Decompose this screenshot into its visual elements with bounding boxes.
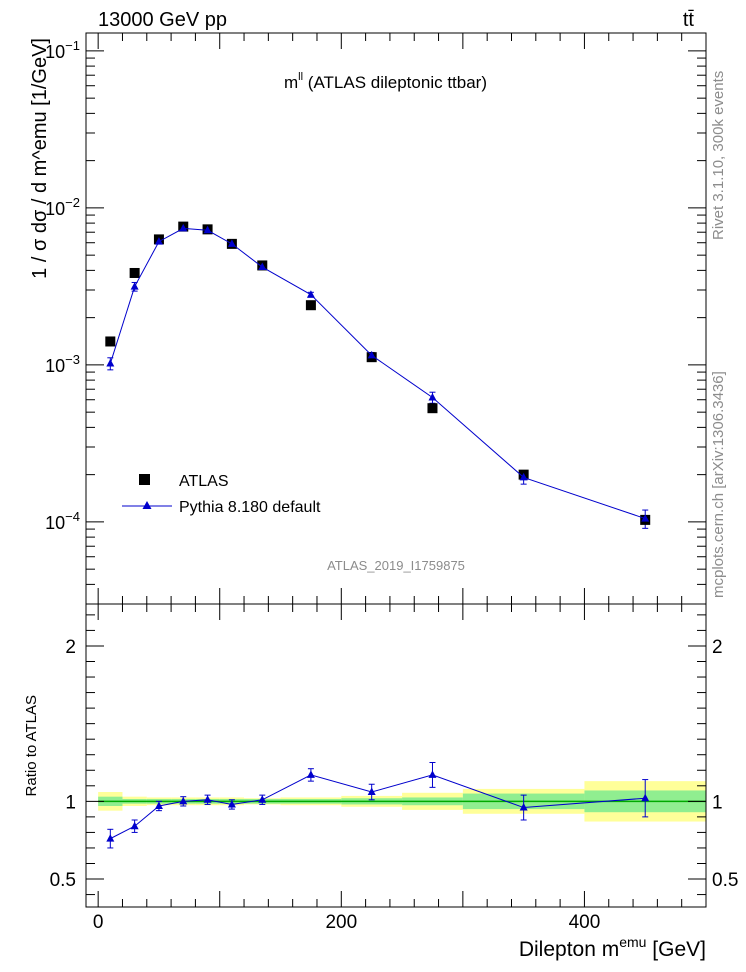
main-y-tick-label: 10−2 <box>45 195 80 219</box>
ratio-pythia-point <box>641 793 650 802</box>
ratio-y-tick-label-left: 0.5 <box>50 870 76 891</box>
legend-pythia-label: Pythia 8.180 default <box>179 499 321 516</box>
header-collision-label: 13000 GeV pp <box>98 9 227 31</box>
pythia-point <box>203 225 212 234</box>
legend-atlas-marker <box>139 474 150 485</box>
main-y-tick-label: 10−4 <box>45 509 80 533</box>
main-frame <box>85 32 707 605</box>
ratio-pythia-point <box>258 795 267 803</box>
ratio-pythia-point <box>203 795 212 803</box>
ratio-pythia-line <box>110 774 646 840</box>
main-axis-ticks <box>86 33 707 605</box>
x-tick-label: 0 <box>93 912 104 933</box>
pythia-point <box>106 359 115 367</box>
header-process-label: tt̄ <box>683 9 695 31</box>
ratio-y-tick-label-left: 1 <box>65 792 76 813</box>
main-panel: 10−4 10−3 10−2 10−1 1 / σ dσ / d m^emu [1/G… <box>29 32 707 605</box>
pythia-point <box>227 239 236 247</box>
ratio-y-axis-label: Ratio to ATLAS <box>23 695 40 796</box>
atlas-data-point <box>129 267 140 278</box>
ratio-pythia-point <box>130 821 139 830</box>
ratio-series-layer <box>106 761 650 849</box>
ratio-pythia-point <box>154 801 163 809</box>
side-rivet-text: Rivet 3.1.10, 300k events <box>710 71 727 240</box>
x-tick-label: 400 <box>569 912 601 933</box>
analysis-id-label: ATLAS_2019_I1759875 <box>327 558 465 573</box>
ratio-pythia-point <box>106 834 115 842</box>
main-y-axis-label: 1 / σ dσ / d m^emu [1/GeV] <box>29 38 51 279</box>
ratio-y-tick-label-right: 1 <box>712 792 723 813</box>
ratio-y-tick-label-right: 0.5 <box>712 870 738 891</box>
ratio-pythia-point <box>306 770 315 778</box>
plot-title-rest: (ATLAS dileptonic ttbar) <box>303 73 487 92</box>
plot-title-main: m <box>284 73 298 92</box>
atlas-data-point <box>427 403 438 414</box>
x-axis-label-sup: emu <box>619 934 646 950</box>
atlas-data-point <box>305 300 316 311</box>
x-axis-label: Dilepton memu [GeV] <box>519 934 706 961</box>
legend-pythia-marker <box>142 501 152 509</box>
ratio-tick-labels: 0.5 0.5 1 1 2 2 0 200 400 <box>50 637 739 933</box>
pythia-point <box>130 282 139 290</box>
ratio-axis-ticks <box>86 604 707 907</box>
ratio-pythia-point <box>179 796 188 805</box>
pythia-point <box>428 392 437 401</box>
x-tick-label: 200 <box>325 912 357 933</box>
ratio-y-tick-label-right: 2 <box>712 637 723 658</box>
ratio-y-tick-label-left: 2 <box>65 637 76 658</box>
main-y-tick-label: 10−3 <box>45 352 80 376</box>
atlas-data-point <box>105 336 116 347</box>
legend: ATLAS Pythia 8.180 default <box>122 473 321 516</box>
pythia-point <box>306 290 315 298</box>
pythia-point <box>179 223 188 232</box>
pythia-point <box>519 472 528 481</box>
pythia-point <box>154 237 163 245</box>
ratio-pythia-point <box>367 787 376 796</box>
main-series-layer <box>105 221 651 529</box>
ratio-frame <box>85 603 707 908</box>
ratio-pythia-point <box>428 770 437 778</box>
main-y-tick-label: 10−1 <box>45 38 80 62</box>
ratio-pythia-point <box>227 799 236 808</box>
plot-title: mll (ATLAS dileptonic ttbar) <box>284 71 487 92</box>
pythia-line <box>109 227 646 520</box>
pythia-point <box>641 514 650 522</box>
main-y-tick-labels: 10−4 10−3 10−2 10−1 <box>45 38 80 533</box>
pythia-point <box>367 350 376 359</box>
side-mcplots-text: mcplots.cern.ch [arXiv:1306.3436] <box>710 371 727 598</box>
ratio-panel: 0.5 0.5 1 1 2 2 0 200 400 Ratio to ATLAS Dilepto… <box>23 603 739 961</box>
pythia-point <box>258 262 267 271</box>
ratio-pythia-point <box>519 803 528 811</box>
x-axis-label-unit: [GeV] <box>646 938 706 961</box>
x-axis-label-main: Dilepton m <box>519 938 619 961</box>
legend-atlas-label: ATLAS <box>179 473 229 490</box>
plot-title-sup: ll <box>298 71 303 83</box>
